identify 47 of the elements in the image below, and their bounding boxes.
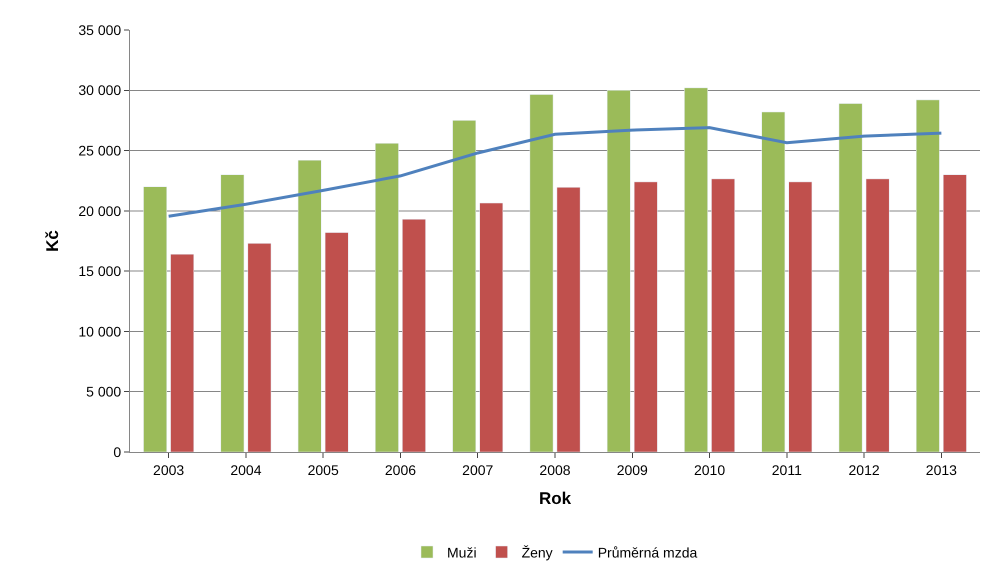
x-tick-label: 2011	[772, 462, 802, 478]
bar	[634, 182, 658, 452]
x-tick-label: 2009	[616, 462, 648, 478]
bar	[530, 94, 554, 452]
bar	[761, 112, 786, 452]
x-axis-title: Rok	[538, 489, 572, 508]
bar	[402, 219, 426, 452]
line-series	[167, 126, 943, 218]
legend-label: Ženy	[522, 544, 553, 560]
bar	[943, 174, 967, 452]
x-tick-label: 2008	[539, 462, 571, 478]
y-tick-label: 0	[113, 444, 122, 460]
bar	[711, 178, 735, 452]
y-axis-title: Kč	[42, 230, 62, 252]
bar	[556, 187, 580, 452]
bar	[220, 174, 244, 452]
x-tick-label: 2003	[153, 462, 184, 478]
x-tick-label: 2004	[230, 462, 262, 478]
y-tick-label: 25 000	[78, 142, 122, 158]
y-tick-label: 15 000	[78, 263, 122, 280]
bar	[324, 232, 349, 452]
legend-label: Muži	[447, 544, 477, 560]
x-tick-label: 2012	[848, 462, 880, 478]
x-tick-label: 2013	[926, 462, 958, 478]
bar	[606, 90, 631, 452]
x-tick-label: 2005	[308, 462, 339, 478]
x-tick-label: 2006	[384, 462, 416, 478]
bar	[479, 202, 504, 452]
legend-label: Průměrná mzda	[598, 544, 698, 560]
bar	[248, 243, 272, 452]
bar	[298, 160, 322, 452]
x-tick-label: 2010	[694, 462, 726, 478]
bar	[838, 103, 862, 452]
bar	[375, 143, 399, 452]
bar	[143, 186, 167, 452]
y-tick-label: 5 000	[86, 384, 122, 400]
bar	[866, 178, 890, 452]
y-tick-label: 20 000	[78, 202, 122, 219]
y-tick-label: 10 000	[78, 323, 122, 340]
bar	[452, 120, 476, 452]
x-tick-label: 2007	[462, 462, 494, 478]
bar	[170, 254, 194, 452]
bar	[788, 182, 812, 452]
y-tick-label: 30 000	[78, 82, 122, 98]
bar	[684, 88, 708, 452]
y-tick-label: 35 000	[78, 22, 122, 38]
bar	[916, 100, 940, 452]
